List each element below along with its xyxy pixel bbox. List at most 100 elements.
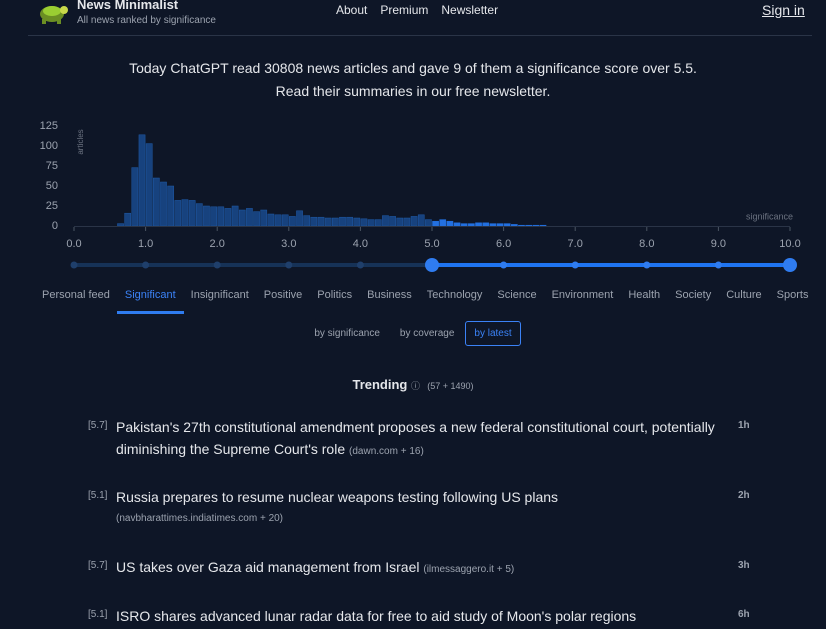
histogram-bar	[339, 216, 346, 227]
x-tick-label: 6.0	[496, 238, 511, 250]
sort-option[interactable]: by coverage	[399, 328, 455, 339]
intro-line: Read their summaries in our free newslet…	[275, 83, 551, 99]
histogram-bar	[525, 224, 532, 227]
news-title-block: Pakistan's 27th constitutional amendment…	[116, 416, 726, 463]
histogram-bar	[310, 216, 318, 227]
x-tick-label: 9.0	[711, 238, 726, 250]
sort-option[interactable]: by latest	[465, 321, 521, 346]
histogram-bar	[131, 167, 139, 227]
slider-dot	[643, 261, 651, 269]
histogram-bar	[346, 216, 353, 227]
histogram: 0 25 50 75 100 125 articles significance 0.0 1.0 2…	[40, 120, 801, 272]
tab[interactable]: Business	[367, 289, 412, 301]
x-tick-label: 7.0	[568, 238, 583, 250]
news-title-block: Russia prepares to resume nuclear weapon…	[116, 486, 726, 530]
histogram-bar	[160, 181, 167, 227]
trending-heading: Trending ⓘ (57 + 1490)	[352, 377, 474, 392]
news-title: Pakistan's 27th constitutional amendment…	[116, 419, 715, 457]
histogram-bar	[439, 219, 447, 227]
x-tick-label: 1.0	[138, 238, 153, 250]
nav-link[interactable]: About	[336, 3, 368, 17]
histogram-bar	[195, 203, 203, 227]
tab[interactable]: Insignificant	[190, 289, 249, 301]
histogram-bar	[367, 219, 375, 227]
x-tick-label: 4.0	[353, 238, 368, 250]
tab[interactable]: Significant	[124, 289, 176, 301]
nav-link[interactable]: Newsletter	[441, 3, 499, 17]
histogram-bar	[246, 208, 253, 227]
histogram-bar	[382, 215, 389, 227]
histogram-bar	[317, 216, 325, 227]
news-source: (ilmessaggero.it + 5)	[423, 564, 515, 575]
slider-dot	[213, 261, 221, 269]
news-time: 1h	[738, 420, 750, 431]
y-tick-label: 125	[40, 120, 58, 132]
histogram-bar	[303, 215, 311, 227]
news-score: [5.1]	[88, 490, 108, 501]
news-source: (dawn.com + 16)	[349, 446, 424, 457]
tab[interactable]: Society	[675, 289, 712, 301]
news-source: (navbharattimes.indiatimes.com + 20)	[116, 513, 284, 524]
histogram-bar	[417, 214, 425, 227]
histogram-bar	[389, 216, 396, 227]
histogram-bar	[174, 200, 182, 227]
slider-dot	[356, 261, 364, 269]
tab[interactable]: Technology	[426, 289, 483, 301]
news-time: 6h	[738, 609, 750, 620]
slider-handle	[425, 258, 439, 272]
histogram-bar	[231, 205, 239, 227]
tab[interactable]: Positive	[263, 289, 303, 301]
x-tick-label: 2.0	[210, 238, 225, 250]
divider	[28, 35, 812, 36]
sort-option[interactable]: by significance	[314, 328, 380, 339]
news-score: [5.7]	[88, 420, 108, 431]
active-tab-underline	[117, 311, 184, 314]
nav-link[interactable]: Premium	[380, 3, 429, 17]
site-title: News Minimalist	[77, 0, 179, 12]
tab[interactable]: Health	[628, 289, 661, 301]
y-tick-label: 100	[40, 140, 58, 152]
y-axis-label: articles	[76, 129, 85, 154]
x-tick-label: 10.0	[779, 238, 800, 250]
histogram-bar	[253, 211, 260, 227]
histogram-bar	[267, 213, 275, 227]
x-tick-label: 0.0	[66, 238, 81, 250]
histogram-bar	[453, 222, 461, 227]
histogram-bar	[260, 209, 268, 227]
slider-dot	[500, 261, 508, 269]
histogram-bar	[518, 224, 525, 227]
histogram-bar	[238, 209, 246, 227]
histogram-bar	[353, 217, 361, 227]
histogram-bar	[532, 224, 540, 227]
slider-handle	[783, 258, 797, 272]
histogram-bar	[360, 218, 368, 227]
tab[interactable]: Personal feed	[42, 289, 110, 301]
sign-in[interactable]: Sign in	[762, 2, 805, 18]
histogram-bar	[432, 220, 439, 227]
histogram-bar	[511, 224, 518, 227]
histogram-bar	[539, 224, 547, 227]
histogram-bar	[332, 217, 339, 227]
news-title-block: US takes over Gaza aid management from I…	[116, 556, 726, 581]
news-title: US takes over Gaza aid management from I…	[116, 559, 420, 575]
y-tick-label: 25	[46, 200, 58, 212]
x-tick-label: 8.0	[639, 238, 654, 250]
histogram-bar	[503, 223, 511, 227]
x-tick-label: 5.0	[424, 238, 439, 250]
tab[interactable]: Sports	[776, 289, 809, 301]
tab[interactable]: Politics	[317, 289, 353, 301]
histogram-bar	[374, 219, 382, 227]
histogram-bar	[210, 206, 217, 227]
histogram-bar	[496, 223, 504, 227]
histogram-bar	[446, 220, 454, 227]
histogram-bar	[475, 222, 482, 227]
histogram-bar	[217, 206, 225, 227]
news-time: 3h	[738, 560, 750, 571]
tab[interactable]: Science	[497, 289, 537, 301]
tab[interactable]: Environment	[551, 289, 614, 301]
histogram-bar	[281, 214, 289, 227]
tab[interactable]: Culture	[726, 289, 762, 301]
histogram-bar	[124, 212, 132, 227]
histogram-bar	[396, 217, 404, 227]
trending-count: (57 + 1490)	[427, 381, 474, 391]
